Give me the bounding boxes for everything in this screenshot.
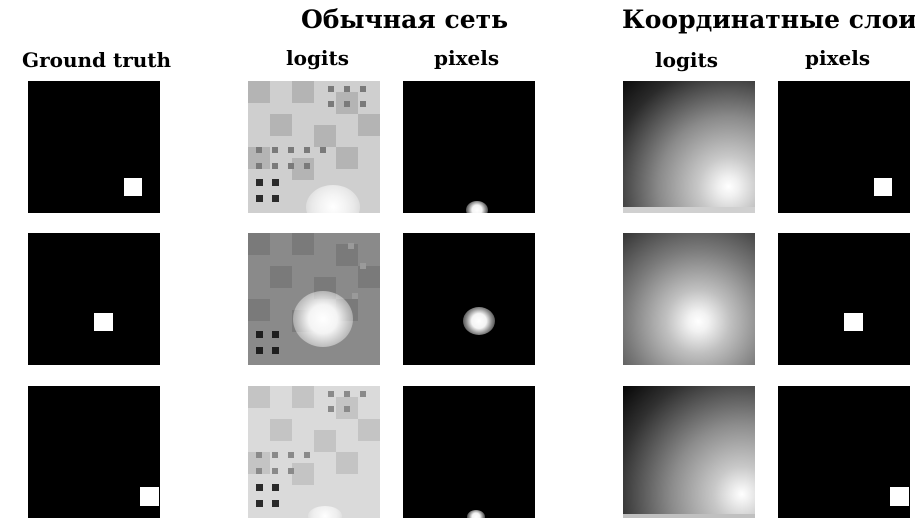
- ground-truth-image-3: [28, 386, 160, 518]
- plain-logits-image-3: [248, 386, 380, 518]
- plain-pixels-image-3: [403, 386, 535, 518]
- coord-pixels-image-1: [778, 81, 910, 213]
- plain-network-title: Обычная сеть: [301, 5, 509, 34]
- coord-logits-image-2: [623, 233, 755, 365]
- coord-pixels-label: pixels: [805, 46, 871, 70]
- coord-pixels-image-2: [778, 233, 910, 365]
- plain-pixels-image-2: [403, 233, 535, 365]
- plain-logits-image-2: [248, 233, 380, 365]
- coord-logits-image-3: [623, 386, 755, 518]
- plain-pixels-image-1: [403, 81, 535, 213]
- coord-pixels-image-3: [778, 386, 910, 518]
- coordinate-layers-title: Координатные слои: [622, 5, 915, 34]
- plain-pixels-label: pixels: [434, 46, 500, 70]
- plain-logits-label: logits: [286, 46, 350, 70]
- ground-truth-image-1: [28, 81, 160, 213]
- plain-logits-image-1: [248, 81, 380, 213]
- ground-truth-image-2: [28, 233, 160, 365]
- coord-logits-image-1: [623, 81, 755, 213]
- coord-logits-label: logits: [655, 48, 719, 72]
- ground-truth-label: Ground truth: [22, 48, 172, 72]
